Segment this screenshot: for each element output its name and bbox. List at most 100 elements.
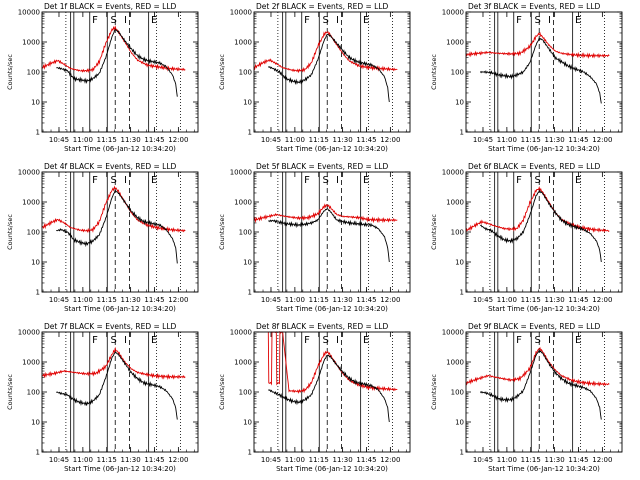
- plot-frame: [465, 171, 623, 293]
- x-tick-label: 11:15: [309, 296, 329, 304]
- lld-series-line: [41, 185, 186, 233]
- events-series-line: [268, 207, 390, 263]
- chart-panel-6: Det 6f BLACK = Events, RED = LLD Counts/s…: [430, 162, 623, 313]
- x-tick-label: 11:30: [333, 296, 353, 304]
- lld-series-line: [41, 346, 186, 380]
- events-series-line: [268, 354, 390, 423]
- x-tick-label: 11:00: [73, 136, 93, 144]
- x-tick-label: 12:00: [592, 136, 612, 144]
- x-tick-label: 11:30: [333, 456, 353, 464]
- marker-letter-s: S: [322, 15, 328, 26]
- y-tick-label: 10000: [230, 9, 252, 17]
- x-tick-label: 11:15: [521, 296, 541, 304]
- x-axis-label: Start Time (06-Jan-12 10:34:20): [488, 465, 600, 473]
- y-tick-label: 100: [451, 389, 464, 397]
- x-tick-label: 11:15: [97, 296, 117, 304]
- x-axis-label: Start Time (06-Jan-12 10:34:20): [64, 145, 176, 153]
- x-tick-label: 11:45: [356, 136, 376, 144]
- chart-title: Det 2f BLACK = Events, RED = LLD: [256, 2, 389, 11]
- x-tick-label: 10:45: [473, 456, 493, 464]
- chart-panel-9: Det 9f BLACK = Events, RED = LLD Counts/s…: [430, 322, 623, 473]
- marker-letter-e: E: [151, 335, 157, 346]
- chart-panel-2: Det 2f BLACK = Events, RED = LLD Counts/s…: [218, 2, 411, 153]
- x-tick-label: 11:15: [309, 136, 329, 144]
- y-tick-label: 10: [455, 259, 464, 267]
- y-tick-label: 100: [451, 229, 464, 237]
- chart-panel-8: Det 8f BLACK = Events, RED = LLD Counts/s…: [218, 322, 411, 473]
- y-tick-label: 100: [239, 69, 252, 77]
- y-tick-label: 10000: [230, 169, 252, 177]
- y-tick-label: 1: [248, 129, 252, 137]
- marker-letter-f: F: [92, 15, 98, 26]
- x-axis-label: Start Time (06-Jan-12 10:34:20): [276, 145, 388, 153]
- x-tick-label: 11:00: [497, 456, 517, 464]
- x-axis-label: Start Time (06-Jan-12 10:34:20): [488, 145, 600, 153]
- marker-letter-e: E: [363, 175, 369, 186]
- x-tick-label: 11:00: [285, 296, 305, 304]
- chart-title: Det 9f BLACK = Events, RED = LLD: [468, 322, 601, 331]
- y-tick-label: 10000: [18, 329, 40, 337]
- x-tick-label: 12:00: [380, 296, 400, 304]
- plot-frame: [253, 171, 411, 293]
- y-tick-label: 10: [31, 99, 40, 107]
- marker-letter-i: I: [336, 335, 339, 346]
- y-tick-label: 100: [27, 389, 40, 397]
- y-axis-label: Counts/sec: [6, 214, 14, 250]
- events-series-line: [56, 188, 178, 264]
- x-tick-label: 11:00: [285, 136, 305, 144]
- lld-series-line: [267, 330, 398, 394]
- y-tick-label: 10: [31, 419, 40, 427]
- x-tick-label: 12:00: [168, 296, 188, 304]
- x-tick-label: 11:30: [545, 136, 565, 144]
- events-series-line: [267, 33, 390, 103]
- marker-letter-s: S: [322, 175, 328, 186]
- marker-letter-s: S: [110, 175, 116, 186]
- y-axis-label: Counts/sec: [218, 214, 226, 250]
- x-tick-label: 11:45: [568, 136, 588, 144]
- x-tick-label: 11:30: [121, 136, 141, 144]
- y-tick-label: 10000: [230, 329, 252, 337]
- lld-series-line: [465, 31, 610, 59]
- y-axis-label: Counts/sec: [218, 54, 226, 90]
- marker-letter-f: F: [516, 15, 522, 26]
- x-tick-label: 11:30: [121, 296, 141, 304]
- marker-letter-i: I: [124, 175, 127, 186]
- marker-letter-f: F: [304, 335, 310, 346]
- y-tick-label: 100: [239, 229, 252, 237]
- marker-letter-e: E: [151, 15, 157, 26]
- marker-letter-s: S: [110, 335, 116, 346]
- x-tick-label: 11:15: [97, 456, 117, 464]
- x-tick-label: 12:00: [592, 456, 612, 464]
- x-tick-label: 10:45: [261, 136, 281, 144]
- plot-frame: [41, 331, 199, 453]
- x-tick-label: 11:00: [497, 136, 517, 144]
- x-tick-label: 11:15: [97, 136, 117, 144]
- y-tick-label: 10000: [18, 169, 40, 177]
- lld-series-line: [465, 185, 610, 233]
- y-tick-label: 1000: [22, 359, 40, 367]
- marker-letter-e: E: [363, 335, 369, 346]
- x-tick-label: 11:30: [545, 296, 565, 304]
- plot-frame: [465, 331, 623, 453]
- marker-letter-i: I: [336, 175, 339, 186]
- x-tick-label: 10:45: [261, 296, 281, 304]
- y-tick-label: 10: [455, 99, 464, 107]
- marker-letter-s: S: [534, 335, 540, 346]
- y-tick-label: 100: [27, 69, 40, 77]
- chart-panel-1: Det 1f BLACK = Events, RED = LLD Counts/s…: [6, 2, 199, 153]
- chart-title: Det 1f BLACK = Events, RED = LLD: [44, 2, 177, 11]
- x-tick-label: 11:15: [309, 456, 329, 464]
- x-tick-label: 11:30: [121, 456, 141, 464]
- events-series-line: [479, 37, 602, 104]
- x-tick-label: 10:45: [261, 456, 281, 464]
- x-tick-label: 10:45: [49, 136, 69, 144]
- y-tick-label: 100: [239, 389, 252, 397]
- lld-series-line: [465, 346, 610, 387]
- plot-frame: [253, 11, 411, 133]
- marker-letter-e: E: [575, 175, 581, 186]
- y-tick-label: 1: [36, 129, 40, 137]
- events-series-line: [480, 190, 602, 263]
- chart-title: Det 6f BLACK = Events, RED = LLD: [468, 162, 601, 171]
- y-axis-label: Counts/sec: [430, 214, 438, 250]
